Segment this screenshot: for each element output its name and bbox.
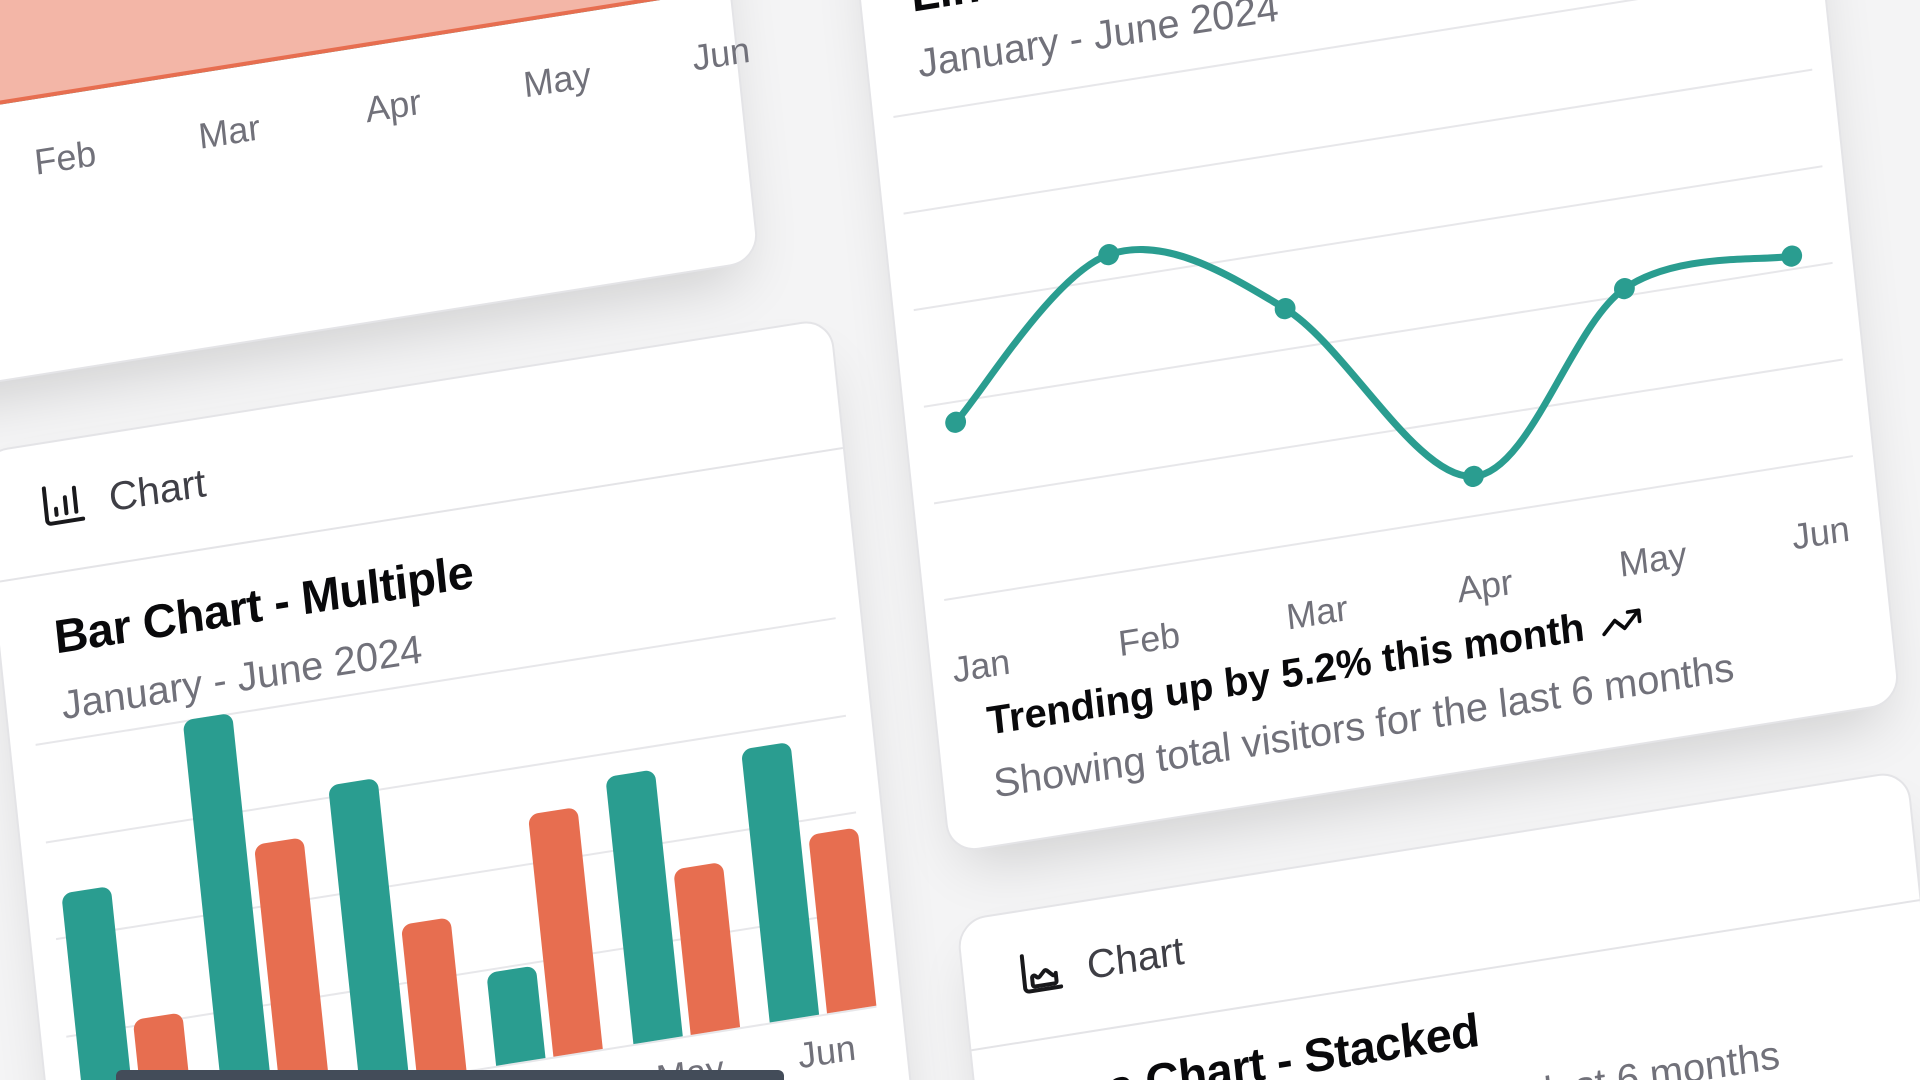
gridline-2 xyxy=(913,165,1823,312)
bar-desktop-jun[interactable] xyxy=(740,741,819,1023)
bar-desktop-mar[interactable] xyxy=(327,777,410,1080)
bar-mobile-jun[interactable] xyxy=(808,827,877,1014)
trending-up-icon xyxy=(1602,607,1642,636)
card-header-label: Chart xyxy=(1084,928,1187,989)
data-point-dot-feb[interactable] xyxy=(1097,243,1120,267)
chart-column-icon xyxy=(41,485,86,526)
gridline-5 xyxy=(944,455,1853,601)
data-point-dot-apr[interactable] xyxy=(1462,464,1485,488)
gridline-4 xyxy=(933,358,1843,505)
bar-desktop-may[interactable] xyxy=(604,769,683,1045)
axis-label-may-area-top: May xyxy=(521,53,593,106)
gridline-1 xyxy=(903,68,1813,215)
axis-label-jan-line: Jan xyxy=(950,640,1013,691)
card-header: Chart xyxy=(958,772,1920,1050)
gridline-0 xyxy=(893,0,1803,118)
bar-mobile-mar[interactable] xyxy=(400,917,467,1079)
line-chart xyxy=(893,0,1853,601)
card-area-chart-stacked: Chart Area Chart - Stacked Showing total… xyxy=(955,769,1920,1080)
chart-area-icon xyxy=(1019,954,1064,994)
card-footer-trend: Trending up by 5.2% this month xyxy=(985,596,1646,745)
horizontal-scrollbar-thumb[interactable] xyxy=(116,1070,784,1080)
data-point-dot-mar[interactable] xyxy=(1274,297,1297,321)
gridline-3 xyxy=(923,261,1833,408)
bar-desktop-jan[interactable] xyxy=(61,885,136,1080)
bar-mobile-may[interactable] xyxy=(672,861,740,1036)
axis-label-jun-area-top: Jun xyxy=(690,28,752,79)
bar-desktop-apr[interactable] xyxy=(486,965,546,1066)
line-series-desktop[interactable] xyxy=(941,147,1810,557)
stacked-area-chart xyxy=(0,0,717,122)
area-series-mobile[interactable] xyxy=(0,0,717,122)
axis-label-jun-bar: Jun xyxy=(795,1026,858,1077)
card-bar-chart-multiple: Chart Bar Chart - Multiple January - Jun… xyxy=(0,317,961,1080)
axis-label-feb-area-top: Feb xyxy=(32,132,99,183)
axis-label-apr-area-top: Apr xyxy=(363,80,424,131)
axis-label-mar-area-top: Mar xyxy=(196,106,262,157)
card-header: Chart xyxy=(0,319,843,581)
card-line-chart-dots: Line Chart - Dots January - June 2024 Ja… xyxy=(848,0,1901,855)
data-point-dot-jan[interactable] xyxy=(944,410,967,434)
data-point-dot-may[interactable] xyxy=(1613,277,1636,301)
data-point-dot-jun[interactable] xyxy=(1780,244,1803,268)
card-header-label: Chart xyxy=(106,461,209,521)
